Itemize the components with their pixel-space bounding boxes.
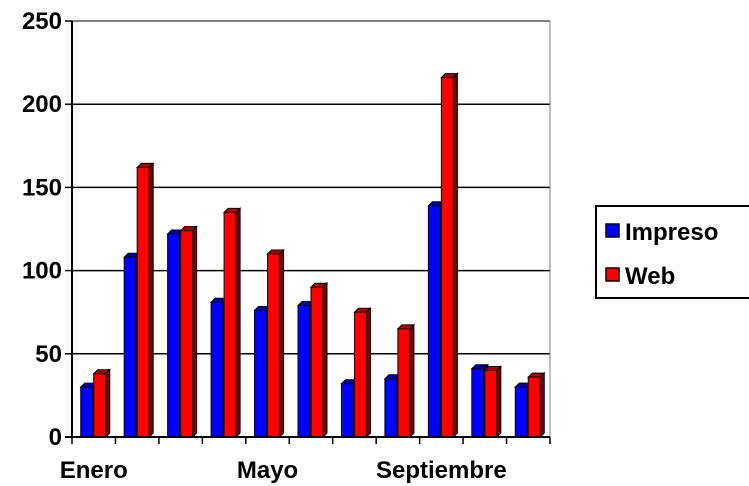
y-tick-label-50: 50: [35, 341, 62, 368]
bar-front: [136, 166, 150, 438]
bar-side: [235, 207, 241, 439]
bar-side: [409, 323, 415, 439]
bar-web-10: [527, 371, 546, 439]
bar-front: [93, 373, 107, 438]
legend-box: [595, 205, 749, 299]
bar-front: [80, 386, 94, 438]
bar-front: [427, 205, 441, 438]
legend-swatch-impreso: [605, 223, 620, 238]
bar-front: [353, 311, 367, 438]
bar-front: [123, 256, 137, 438]
axes: [65, 20, 551, 444]
bar-side: [365, 306, 371, 439]
bar-web-7: [396, 323, 416, 439]
y-tick-label-100: 100: [22, 258, 62, 285]
bar-web-5: [309, 282, 329, 439]
x-tick-label-8: Septiembre: [376, 457, 507, 484]
bar-web-4: [266, 248, 285, 439]
bar-side: [148, 162, 154, 439]
bar-front: [223, 211, 237, 438]
bar-front: [384, 378, 398, 438]
bar-front: [210, 301, 224, 438]
bar-side: [496, 365, 502, 439]
bar-web-8: [440, 72, 459, 439]
bar-web-6: [353, 306, 372, 439]
bar-front: [484, 369, 498, 438]
bar-web-0: [92, 368, 111, 439]
bar-web-1: [135, 162, 155, 439]
bar-side: [452, 72, 458, 439]
bar-front: [267, 253, 281, 438]
bar-front: [310, 286, 324, 438]
bar-web-2: [179, 225, 198, 439]
legend-label-impreso: Impreso: [625, 219, 718, 246]
legend: Impreso Web: [595, 205, 749, 299]
y-tick-label-150: 150: [22, 174, 62, 201]
bar-front: [440, 77, 454, 438]
bar-side: [279, 248, 285, 439]
legend-label-web: Web: [625, 263, 675, 290]
y-tick-label-0: 0: [49, 424, 62, 451]
x-tick-labels: Enero Mayo Septiembre: [60, 457, 507, 484]
bar-side: [322, 282, 328, 439]
bar-web-3: [222, 207, 242, 439]
bar-front: [471, 368, 485, 438]
x-tick-label-0: Enero: [60, 457, 128, 484]
bar-front: [340, 383, 354, 438]
x-tick-label-4: Mayo: [237, 457, 298, 484]
y-tick-label-200: 200: [22, 91, 62, 118]
bar-front: [254, 310, 268, 438]
y-tick-labels: 0 50 100 150 200 250: [22, 8, 62, 451]
bar-front: [527, 376, 541, 438]
bar-front: [180, 230, 194, 438]
bar-side: [539, 371, 545, 439]
bars: [79, 72, 546, 439]
legend-swatch-web: [605, 267, 620, 282]
bar-side: [105, 368, 111, 439]
bar-front: [297, 305, 311, 438]
bar-side: [192, 225, 198, 439]
bar-front: [514, 386, 528, 438]
bar-front: [167, 233, 181, 438]
bar-web-9: [483, 365, 503, 439]
bar-front: [397, 328, 411, 438]
y-tick-label-250: 250: [22, 8, 62, 35]
